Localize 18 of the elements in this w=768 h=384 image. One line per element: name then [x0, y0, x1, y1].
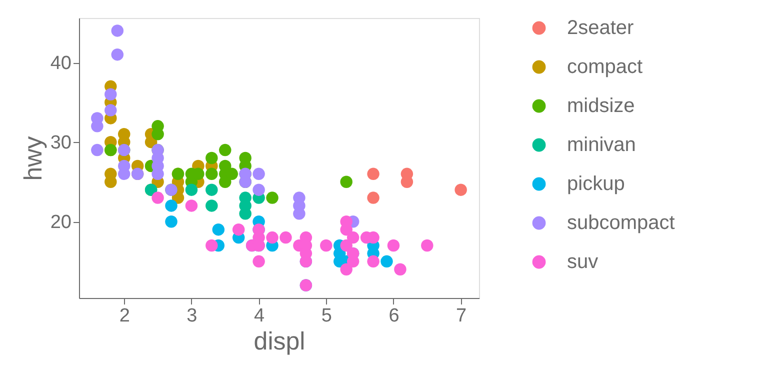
x-tick-label: 6 [388, 306, 400, 326]
x-tick-label: 5 [321, 306, 332, 326]
legend-label: pickup [567, 173, 625, 195]
y-axis-title: hwy [19, 136, 48, 181]
x-tick-label: 4 [254, 306, 266, 326]
x-tick-label: 3 [186, 306, 198, 326]
y-tick-label: 30 [50, 132, 72, 154]
x-tick-label: 2 [119, 306, 130, 326]
y-tick-label: 20 [50, 212, 72, 234]
legend-label: subcompact [567, 212, 676, 234]
y-tick-label: 40 [50, 53, 72, 74]
legend-label: midsize [567, 95, 635, 117]
legend-label: 2seater [567, 17, 634, 39]
legend-label: suv [567, 251, 598, 273]
x-tick-label: 7 [456, 306, 467, 326]
legend-label: minivan [567, 134, 636, 156]
legend-label: compact [567, 56, 644, 78]
x-axis-title: displ [254, 328, 306, 356]
